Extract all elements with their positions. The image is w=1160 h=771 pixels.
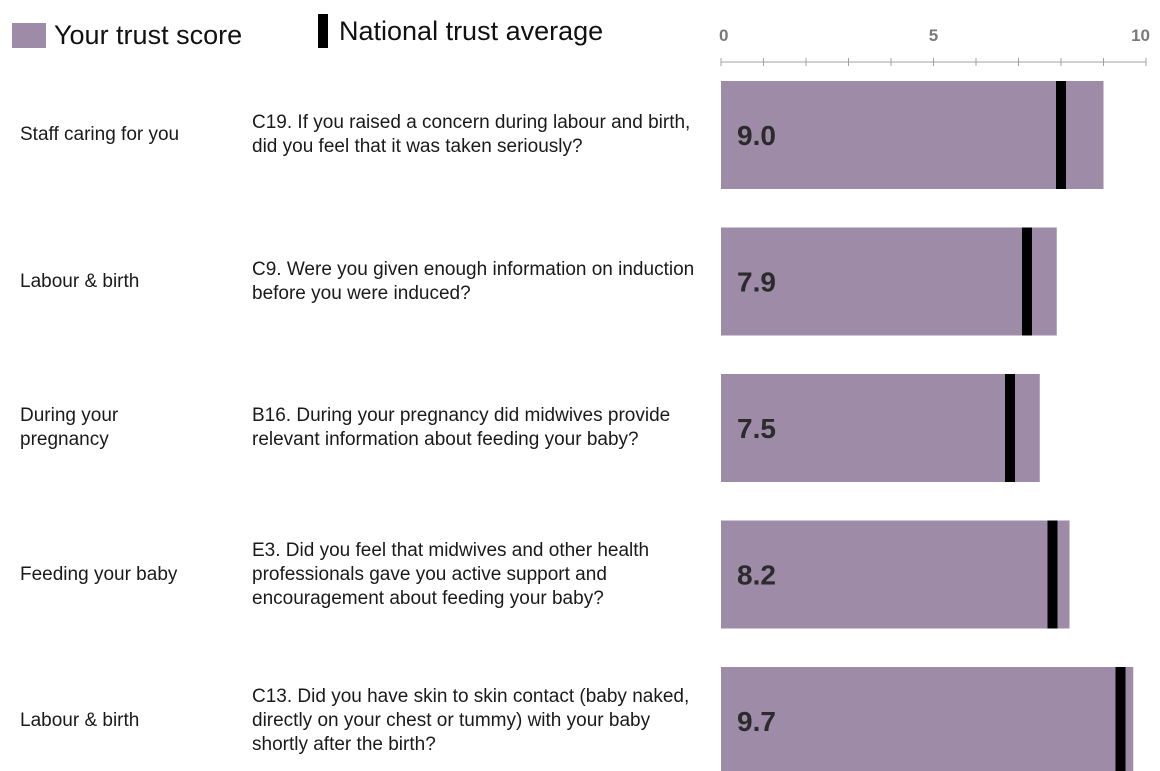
legend-item-trust-score: Your trust score — [12, 14, 242, 51]
legend-item-national-average: National trust average — [318, 14, 603, 48]
question-text: B16. During your pregnancy did midwives … — [252, 405, 671, 450]
national-average-marker — [1005, 374, 1015, 482]
category-label: Labour & birth — [20, 270, 140, 292]
score-value-label: 7.5 — [737, 413, 776, 444]
score-value-label: 9.7 — [737, 706, 776, 737]
x-tick-label: 0 — [719, 26, 728, 45]
legend-swatch-trust-score — [12, 23, 46, 48]
score-bar — [721, 667, 1134, 771]
x-tick-label: 10 — [1131, 26, 1150, 45]
category-label: Feeding your baby — [20, 563, 178, 585]
category-label: Labour & birth — [20, 710, 140, 731]
legend-label-trust-score: Your trust score — [54, 20, 243, 50]
score-value-label: 9.0 — [737, 120, 776, 151]
x-tick-label: 5 — [929, 26, 938, 45]
score-value-label: 7.9 — [737, 267, 776, 298]
legend-label-national-average: National trust average — [339, 15, 604, 46]
national-average-marker — [1115, 667, 1126, 771]
score-bar — [721, 81, 1104, 189]
category-label: During your pregnancy — [20, 405, 119, 450]
question-text: E3. Did you feel that midwives and other… — [252, 539, 650, 609]
national-average-marker — [1022, 227, 1032, 336]
legend-swatch-national-average — [318, 14, 328, 48]
question-text: C9. Were you given enough information on… — [252, 258, 695, 304]
national-average-marker — [1047, 520, 1058, 629]
score-bar — [721, 520, 1070, 629]
question-text: C19. If you raised a concern during labo… — [252, 112, 691, 157]
category-label: Staff caring for you — [20, 124, 180, 145]
national-average-marker — [1056, 81, 1066, 189]
score-value-label: 8.2 — [737, 560, 776, 591]
score-bar — [721, 374, 1040, 482]
score-bar — [721, 227, 1057, 336]
question-text: C13. Did you have skin to skin contact (… — [252, 686, 690, 755]
